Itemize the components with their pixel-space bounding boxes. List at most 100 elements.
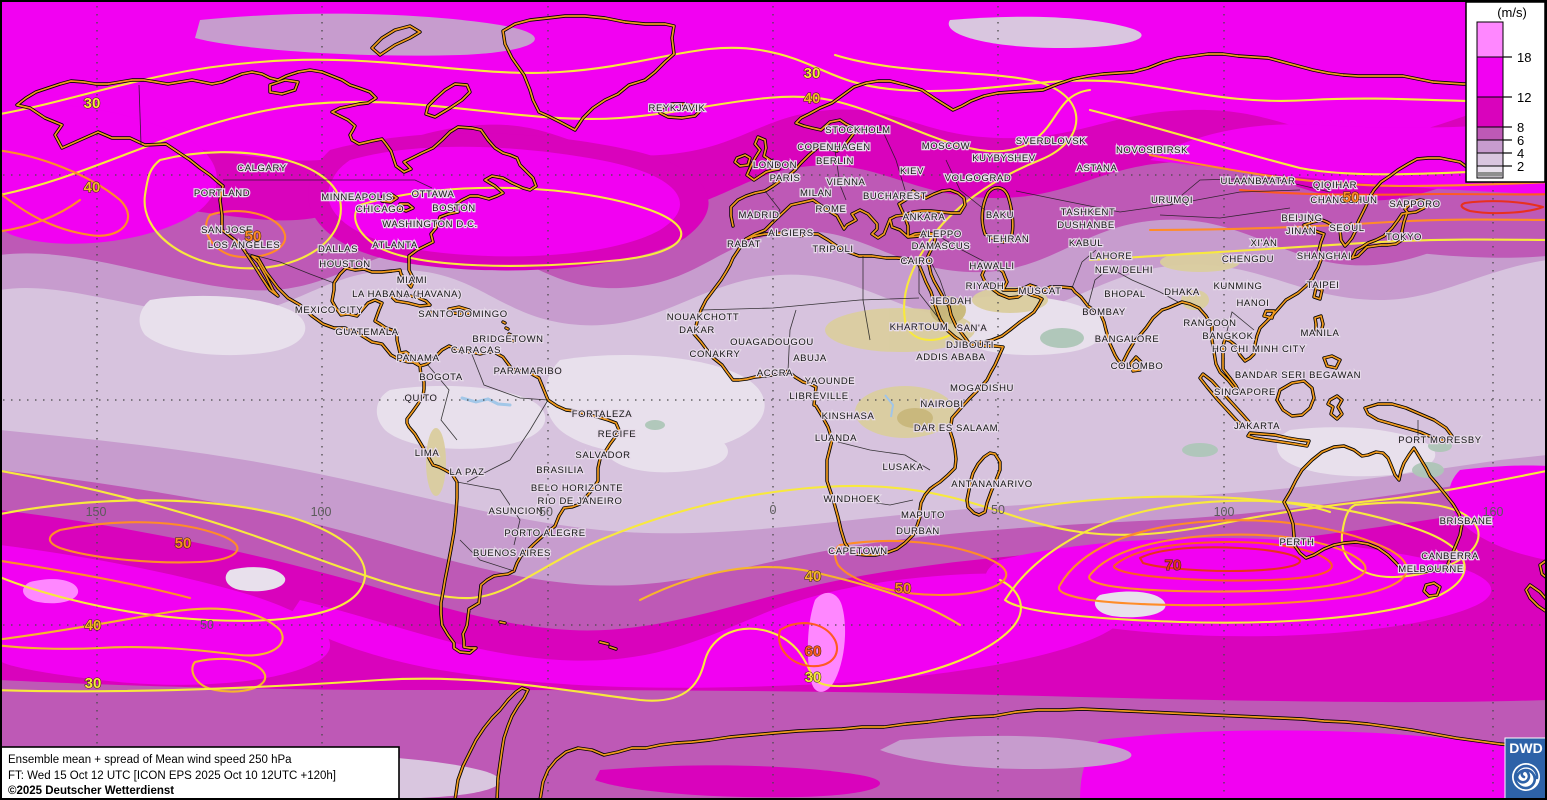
city-label: QUITO xyxy=(405,393,438,404)
city-label: LONDON xyxy=(753,160,797,171)
city-label: ACCRA xyxy=(757,368,793,379)
city-label: NAIROBI xyxy=(920,399,963,410)
terrain-layer xyxy=(426,252,1452,496)
city-label: ULAANBAATAR xyxy=(1221,176,1296,187)
city-label: SHANGHAI xyxy=(1297,251,1351,262)
city-label: COPENHAGEN xyxy=(797,142,871,153)
coastline-path xyxy=(1263,310,1275,319)
city-label: BOSTON xyxy=(432,203,476,214)
city-label: BERLIN xyxy=(816,156,854,167)
legend-color-box xyxy=(1476,152,1504,167)
graticule-label: 50 xyxy=(991,503,1005,517)
city-labels-layer: CALGARY PORTLAND MINNEAPOLIS OTTAWA CHICAGO B… xyxy=(193,102,1493,576)
contour-value-label: 30 xyxy=(804,65,821,82)
city-label: KIEV xyxy=(900,166,924,177)
city-label: BANDAR SERI BEGAWAN xyxy=(1235,370,1361,381)
title-box: Ensemble mean + spread of Mean wind spee… xyxy=(0,746,400,800)
coastline-path xyxy=(269,79,299,95)
city-label: BOMBAY xyxy=(1082,307,1126,318)
coastline-path xyxy=(966,452,1001,516)
city-label: SVERDLOVSK xyxy=(1016,136,1086,147)
coastline-path xyxy=(1199,373,1251,429)
contour-value-label: 40 xyxy=(85,617,102,634)
city-label: CARACAS xyxy=(451,345,501,356)
city-label: SAN JOSE xyxy=(201,225,253,236)
city-label: PORT MORESBY xyxy=(1398,435,1481,446)
legend-color-box xyxy=(1476,21,1504,58)
city-label: JAKARTA xyxy=(1234,421,1280,432)
city-label: LIBREVILLE xyxy=(789,391,848,402)
city-label: MADRID xyxy=(738,210,779,221)
city-label: BHOPAL xyxy=(1104,289,1145,300)
city-label: CAIRO xyxy=(900,256,933,267)
city-label: TASHKENT xyxy=(1061,207,1116,218)
legend-tick-value: 18 xyxy=(1517,50,1531,65)
city-label: TOKYO xyxy=(1386,232,1422,243)
city-label: COLOMBO xyxy=(1111,361,1164,372)
city-label: DJIBOUTI xyxy=(946,340,994,351)
city-label: CHICAGO xyxy=(356,204,405,215)
city-label: LUSAKA xyxy=(882,462,923,473)
city-label: SANTO DOMINGO xyxy=(418,309,507,320)
city-label: KHARTOUM xyxy=(890,322,949,333)
city-label: OTTAWA xyxy=(412,189,455,200)
city-label: BRIDGETOWN xyxy=(472,334,543,345)
city-label: SAPPORO xyxy=(1389,199,1440,210)
dwd-spiral-icon xyxy=(1512,763,1540,791)
city-label: DHAKA xyxy=(1164,287,1200,298)
legend-tick-value: 12 xyxy=(1517,90,1531,105)
city-label: PORTO ALEGRE xyxy=(504,528,585,539)
contour-value-label: 40 xyxy=(805,568,822,585)
city-label: ROME xyxy=(816,204,847,215)
legend-color-box xyxy=(1476,56,1504,98)
city-label: YAOUNDE xyxy=(805,376,855,387)
city-label: REYKJAVIK xyxy=(649,103,706,114)
city-label: ALGIERS xyxy=(768,228,813,239)
city-label: MELBOURNE xyxy=(1398,564,1464,575)
city-label: WASHINGTON D.C. xyxy=(382,219,478,230)
city-label: PARIS xyxy=(770,173,801,184)
city-label: HANOI xyxy=(1236,298,1269,309)
city-label: LOS ANGELES xyxy=(208,240,281,251)
city-label: LA PAZ xyxy=(449,467,484,478)
city-label: STOCKHOLM xyxy=(825,125,890,136)
legend-tick-value: 6 xyxy=(1517,133,1524,148)
coastline-path xyxy=(1314,315,1324,334)
coastline-path xyxy=(1525,584,1547,613)
city-label: LIMA xyxy=(415,448,440,459)
graticule-labels-layer: 150 100 50 0 50 100 160 50 xyxy=(86,503,1504,632)
city-label: GUATEMALA xyxy=(335,327,398,338)
city-label: PORTLAND xyxy=(194,188,250,199)
coastline-path xyxy=(16,69,537,367)
legend-unit: (m/s) xyxy=(1497,5,1527,20)
contour-value-label: 60 xyxy=(805,643,822,660)
city-label: CALGARY xyxy=(237,163,286,174)
city-label: PARAMARIBO xyxy=(494,366,563,377)
city-label: NEW DELHI xyxy=(1095,265,1153,276)
city-label: MOGADISHU xyxy=(950,383,1014,394)
coastline-path xyxy=(1130,356,1142,372)
city-label: BUENOS AIRES xyxy=(473,548,551,559)
city-label: KUYBYSHEV xyxy=(972,153,1036,164)
dwd-logo: DWD xyxy=(1504,737,1547,800)
city-label: MAPUTO xyxy=(901,510,945,521)
coastline-path xyxy=(1247,432,1310,447)
city-label: SEOUL xyxy=(1329,223,1364,234)
city-label: PERTH xyxy=(1279,537,1314,548)
city-label: MILAN xyxy=(800,188,832,199)
city-label: JINAN xyxy=(1286,226,1316,237)
coastline-path xyxy=(1313,287,1323,300)
coastline-path xyxy=(730,53,1547,395)
city-label: BEIJING xyxy=(1281,213,1322,224)
city-label: KUNMING xyxy=(1213,281,1262,292)
city-label: NOVOSIBIRSK xyxy=(1116,145,1188,156)
legend-tick-value: 4 xyxy=(1517,146,1524,161)
coastline-path xyxy=(425,83,471,118)
coastline-path xyxy=(448,306,473,315)
city-label: RECIFE xyxy=(598,429,636,440)
graticule-label: 160 xyxy=(1483,505,1504,519)
contour-value-label: 30 xyxy=(805,669,822,686)
city-label: MOSCOW xyxy=(922,141,970,152)
city-label: BANGKOK xyxy=(1202,331,1253,342)
